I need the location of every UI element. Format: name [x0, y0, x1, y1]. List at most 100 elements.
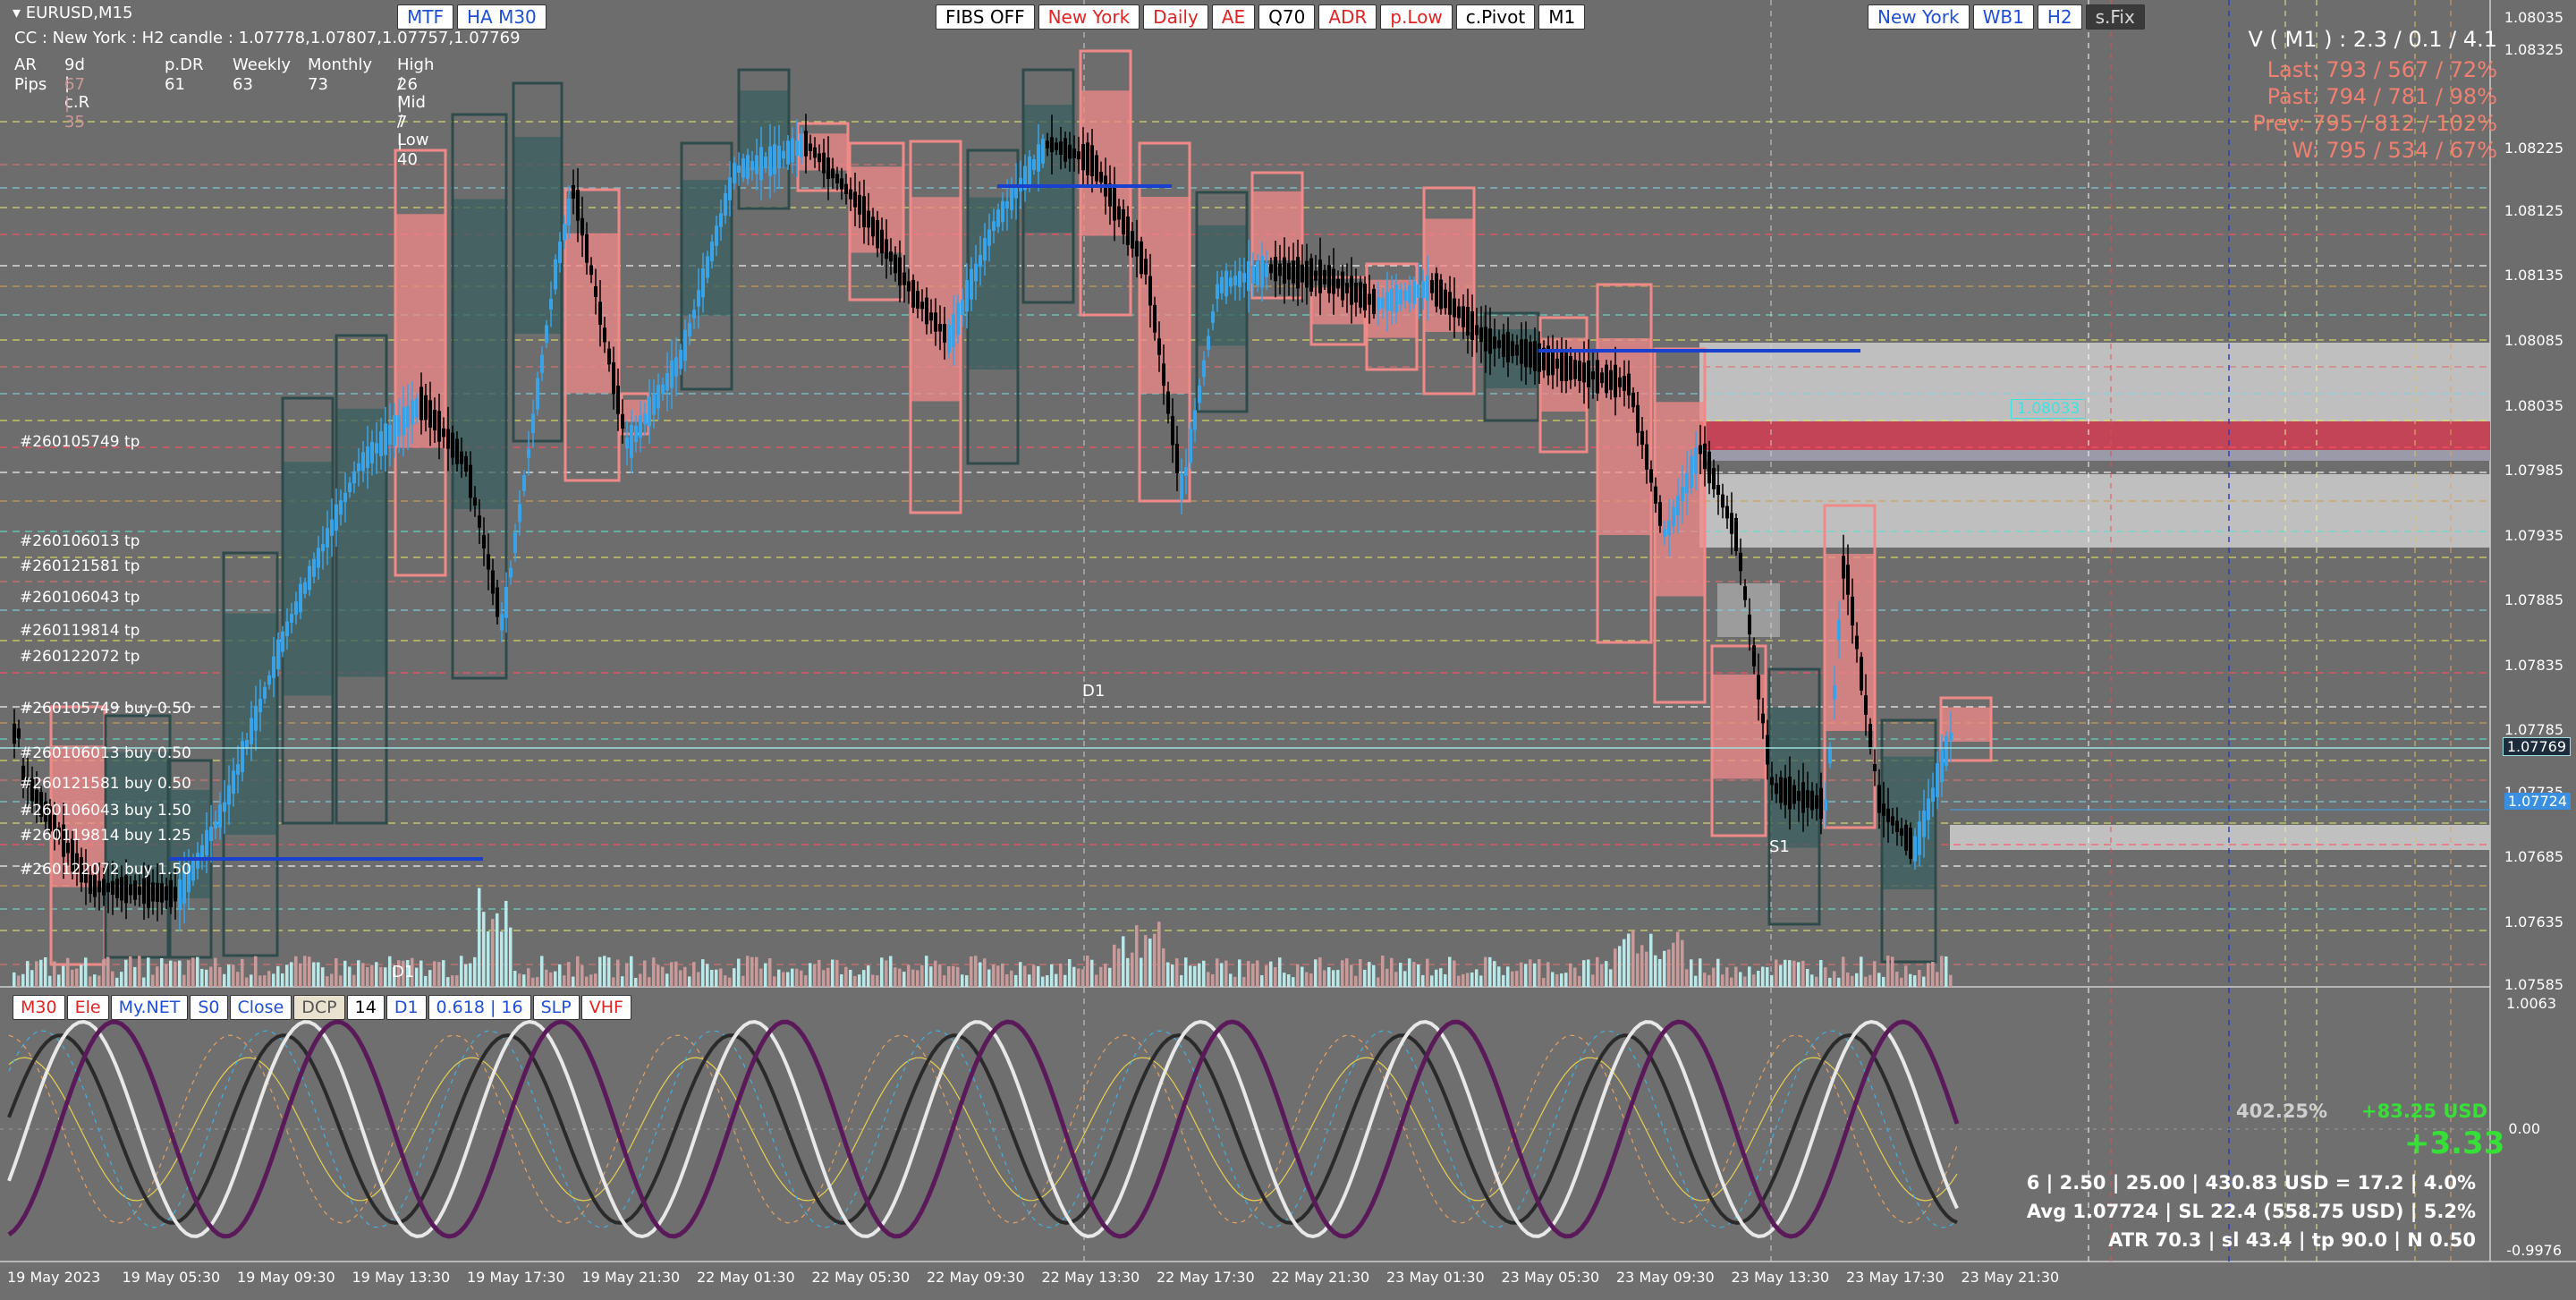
candle-body [849, 189, 852, 200]
candle-body [518, 504, 521, 523]
new-york-button[interactable]: New York [1038, 4, 1140, 30]
volume-bar [826, 967, 830, 987]
candle-body [1842, 556, 1845, 579]
candle-body [200, 845, 204, 859]
candle-body [728, 177, 732, 200]
candle-body [1466, 306, 1470, 336]
wb1-session-button[interactable]: WB1 [1972, 4, 2034, 30]
time-axis-label: 23 May 01:30 [1386, 1269, 1485, 1286]
candle-body [1868, 724, 1872, 749]
s-fix-session-button[interactable]: s.Fix [2085, 4, 2145, 30]
volume-bar [182, 974, 186, 987]
volume-bar [1220, 963, 1224, 987]
candle-body [764, 156, 767, 169]
ele-indicator-button[interactable]: Ele [66, 995, 109, 1020]
m30-indicator-button[interactable]: M30 [13, 995, 65, 1020]
volume-bar [1578, 975, 1581, 987]
chart-title: ▾ EURUSD,M15 [13, 4, 132, 23]
candle-body [1372, 288, 1376, 315]
price-axis-label: 1.07835 [2504, 657, 2563, 674]
volume-bar [326, 976, 329, 987]
time-axis-label: 22 May 09:30 [927, 1269, 1025, 1286]
daily-button[interactable]: Daily [1143, 4, 1208, 30]
volume-bar [66, 957, 70, 987]
mtf-button[interactable]: MTF [397, 4, 453, 30]
my-net-indicator-button[interactable]: My.NET [110, 995, 189, 1020]
candle-body [974, 263, 978, 282]
candle-body [540, 354, 544, 373]
volume-bar [1672, 942, 1675, 987]
volume-bar [992, 964, 996, 987]
volume-bar [1479, 975, 1483, 987]
volume-bar [1618, 946, 1622, 987]
h2-box-outline [909, 140, 962, 514]
volume-bar [1301, 966, 1304, 987]
candle-body [1283, 257, 1286, 285]
candle-body [1600, 372, 1604, 384]
vhf-indicator-button[interactable]: VHF [580, 995, 631, 1020]
slp-indicator-button[interactable]: SLP [532, 995, 580, 1020]
candle-body [187, 864, 191, 893]
h2-box-outline [1079, 49, 1132, 317]
volume-bar [263, 975, 267, 987]
volume-bar [867, 965, 870, 987]
candle-body [245, 740, 249, 748]
fibs-off-button[interactable]: FIBS OFF [936, 4, 1035, 30]
ae-button[interactable]: AE [1211, 4, 1256, 30]
candle-body [133, 880, 137, 900]
candle-body [1108, 183, 1112, 207]
c-pivot-button[interactable]: c.Pivot [1455, 4, 1536, 30]
14-indicator-button[interactable]: 14 [346, 995, 385, 1020]
candle-body [1394, 285, 1398, 313]
symbol-label: EURUSD,M15 [25, 4, 133, 22]
dcp-indicator-button[interactable]: DCP [293, 995, 345, 1020]
candle-body [1216, 284, 1219, 299]
d1-indicator-button[interactable]: D1 [386, 995, 427, 1020]
volume-bar [393, 967, 396, 987]
volume-bar [1435, 969, 1438, 987]
candle-body [1640, 430, 1644, 446]
volume-bar [737, 958, 741, 987]
candle-body [992, 221, 996, 231]
h2-box-outline [564, 188, 621, 482]
candle-body [612, 361, 615, 395]
volume-bar [710, 970, 714, 987]
q70-button[interactable]: Q70 [1258, 4, 1316, 30]
volume-bar [979, 962, 982, 987]
candle-body [93, 875, 97, 897]
new-york-session-button[interactable]: New York [1868, 4, 1970, 30]
0-618-16-indicator-button[interactable]: 0.618 | 16 [428, 995, 531, 1020]
close-indicator-button[interactable]: Close [229, 995, 292, 1020]
ha-m30-button[interactable]: HA M30 [456, 4, 547, 30]
buy-label: #260106043 buy 1.50 [20, 802, 191, 820]
candle-body [496, 587, 499, 617]
adr-button[interactable]: ADR [1318, 4, 1377, 30]
candle-body [411, 400, 414, 425]
volume-bar [871, 974, 875, 987]
candle-body [1877, 785, 1881, 813]
m1-button[interactable]: M1 [1538, 4, 1586, 30]
current-price-tag: 1.07769 [2502, 737, 2571, 756]
volume-bar [1439, 968, 1443, 987]
volume-bar [773, 976, 776, 987]
volume-bar [1851, 975, 1854, 987]
candle-body [1287, 262, 1291, 280]
candle-body [26, 777, 30, 787]
volume-bar [1028, 974, 1031, 987]
candle-body [1801, 782, 1805, 813]
p-low-button[interactable]: p.Low [1380, 4, 1453, 30]
volume-bar [643, 960, 647, 987]
candle-body [603, 327, 606, 343]
h2-session-button[interactable]: H2 [2037, 4, 2082, 30]
trade-line-1: 6 | 2.50 | 25.00 | 430.83 USD = 17.2 | 4… [2026, 1172, 2476, 1194]
dropdown-arrow-icon[interactable]: ▾ [13, 4, 21, 22]
volume-bar [1305, 972, 1309, 987]
candle-body [1274, 257, 1277, 282]
tp-label: #260105749 tp [20, 433, 140, 451]
volume-bar [1032, 964, 1036, 987]
volume-bar [657, 964, 660, 987]
candle-body [1891, 816, 1894, 826]
candle-body [1207, 336, 1210, 350]
s0-indicator-button[interactable]: S0 [190, 995, 228, 1020]
